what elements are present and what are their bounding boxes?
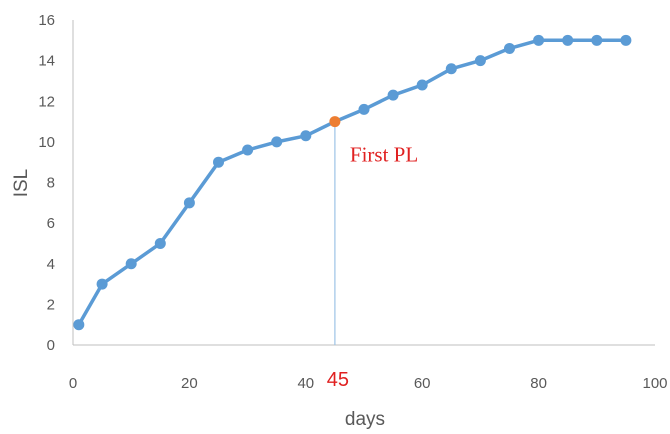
x-tick-label: 20 [181,375,198,392]
y-tick-label: 2 [47,296,55,313]
y-tick-labels: 0 2 4 6 8 10 12 14 16 [38,12,55,354]
data-point [213,156,224,168]
y-tick-label: 4 [47,256,55,273]
data-point [474,55,486,67]
axes [72,20,655,346]
data-point [300,130,312,142]
y-axis-title: ISL [11,169,32,198]
data-points [73,34,632,331]
data-point [387,89,399,101]
series-line [77,38,628,327]
y-tick-label: 0 [47,337,55,354]
data-point [620,34,632,46]
data-point [445,63,457,75]
x-tick-label: 60 [414,375,431,392]
data-point [271,136,283,148]
data-point [416,79,428,91]
data-point [533,34,545,46]
data-point [154,237,166,249]
x-tick-label: 80 [530,375,547,392]
data-point [591,34,603,46]
x-tick-label: 40 [297,375,314,392]
data-point [504,42,515,54]
x-tick-label: 0 [69,375,77,392]
data-point [562,34,574,46]
x-tick-labels: 0 20 40 60 80 100 [69,375,668,392]
data-point [73,319,85,331]
x-tick-label: 100 [642,375,667,392]
data-point [242,144,254,156]
data-point [358,103,370,115]
y-tick-label: 12 [38,93,55,110]
y-tick-label: 8 [47,175,55,192]
data-point [125,258,137,270]
first-pl-annotation: First PL [350,143,418,167]
first-pl-x-label: 45 [327,369,349,391]
highlighted-data-point [329,116,341,128]
y-tick-label: 16 [38,12,55,29]
y-tick-label: 10 [38,134,55,151]
data-point [183,197,195,209]
data-point [96,278,108,290]
y-tick-label: 6 [47,215,55,232]
y-tick-label: 14 [38,53,55,70]
x-axis-title: days [345,409,385,430]
